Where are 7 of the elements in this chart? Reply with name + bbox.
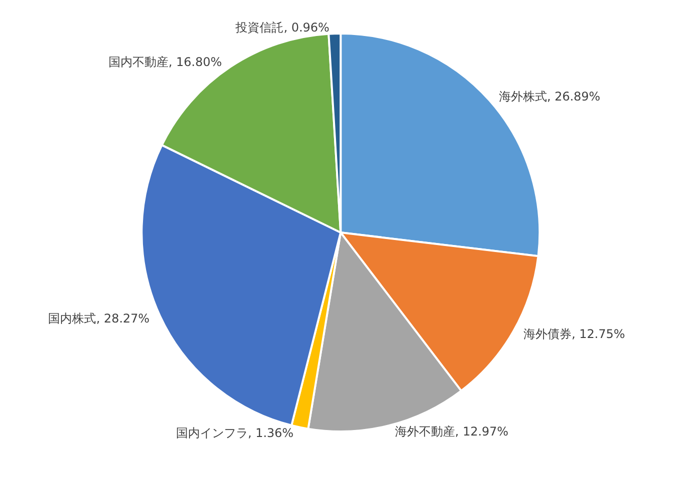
slice-label: 国内不動産, 16.80% [108, 54, 222, 69]
slice-label: 国内株式, 28.27% [48, 312, 150, 326]
slice-label: 国内インフラ, 1.36% [176, 426, 294, 440]
slice-label: 投資信託, 0.96% [234, 20, 330, 35]
slice-label: 海外債券, 12.75% [524, 327, 626, 342]
slice-label: 海外不動産, 12.97% [395, 424, 508, 438]
slice-label: 海外株式, 26.89% [498, 89, 600, 104]
